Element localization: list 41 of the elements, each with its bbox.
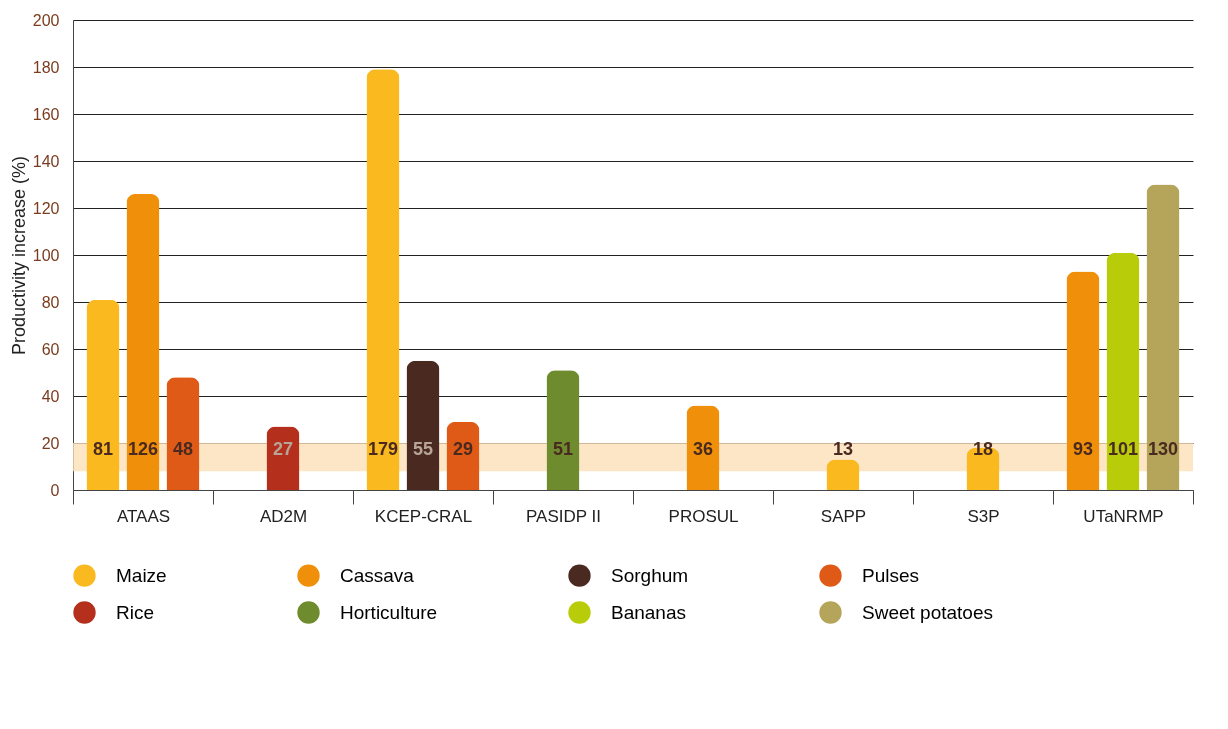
y-tick-label: 40 — [41, 387, 60, 405]
y-tick-label: 160 — [32, 105, 60, 123]
legend-label: Pulses — [862, 564, 920, 586]
y-tick-label: 20 — [41, 434, 60, 452]
x-tick-label: PASIDP II — [526, 506, 601, 526]
legend-label: Sorghum — [611, 564, 689, 586]
data-label: 81 — [92, 439, 114, 459]
data-label: 51 — [552, 439, 574, 459]
legend-label: Horticulture — [340, 601, 438, 623]
y-tick-label: 60 — [41, 340, 60, 358]
data-label: 36 — [692, 439, 714, 459]
y-tick-label: 140 — [32, 152, 60, 170]
y-axis-title: Productivity increase (%) — [8, 155, 29, 356]
x-tick-label: PROSUL — [668, 506, 739, 526]
x-tick-label: SAPP — [820, 506, 867, 526]
legend-label: Rice — [116, 601, 155, 623]
data-label: 29 — [452, 439, 474, 459]
x-tick-label: S3P — [967, 506, 1000, 526]
legend-label: Maize — [116, 564, 167, 586]
data-label: 13 — [832, 439, 854, 459]
data-label: 93 — [1072, 439, 1094, 459]
y-tick-label: 120 — [32, 199, 60, 217]
data-label: 48 — [172, 439, 194, 459]
data-label: 27 — [272, 439, 294, 459]
data-label: 126 — [127, 439, 159, 459]
legend-label: Bananas — [611, 601, 687, 623]
x-tick-label: UTaNRMP — [1083, 506, 1164, 526]
x-tick-label: KCEP-CRAL — [374, 506, 473, 526]
legend-label: Cassava — [340, 564, 415, 586]
x-tick-label: AD2M — [259, 506, 308, 526]
y-tick-label: 0 — [50, 481, 60, 499]
data-label: 55 — [412, 439, 434, 459]
y-tick-label: 200 — [32, 11, 60, 29]
data-label: 130 — [1147, 439, 1179, 459]
x-tick-label: ATAAS — [116, 506, 171, 526]
y-tick-label: 80 — [41, 293, 60, 311]
y-tick-label: 100 — [32, 246, 60, 264]
y-tick-label: 180 — [32, 58, 60, 76]
data-label: 179 — [367, 439, 399, 459]
legend-label: Sweet potatoes — [862, 601, 993, 623]
data-label: 101 — [1107, 439, 1139, 459]
